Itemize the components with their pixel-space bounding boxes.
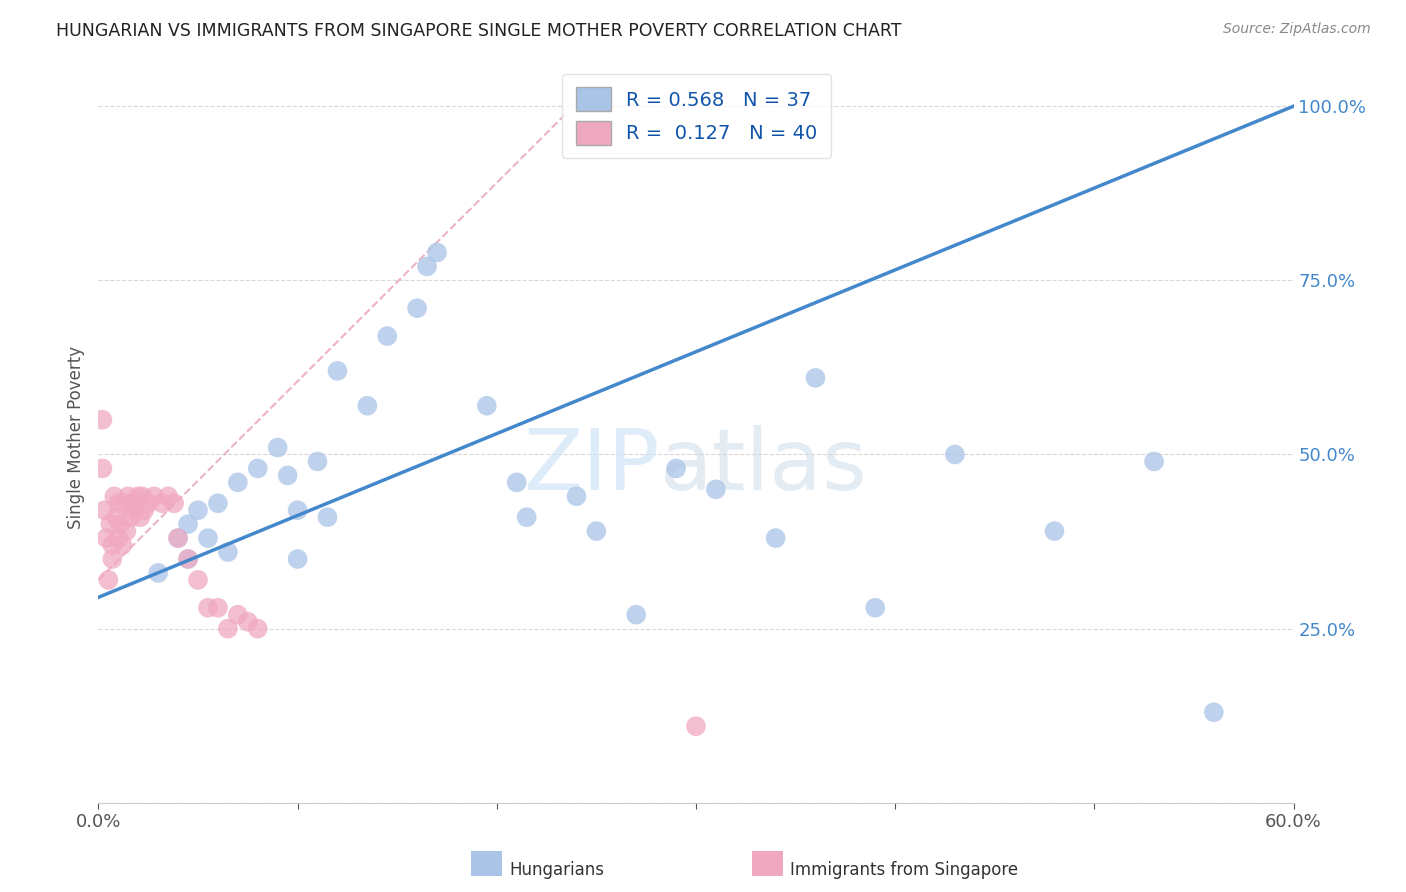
Point <box>97 573 120 587</box>
Point <box>1143 454 1166 468</box>
Point <box>1202 705 1225 719</box>
Point <box>177 517 200 532</box>
Point <box>107 531 129 545</box>
Point <box>277 468 299 483</box>
Point <box>91 461 114 475</box>
Point <box>565 489 588 503</box>
Point <box>148 566 170 580</box>
Point <box>475 399 498 413</box>
Point <box>131 489 153 503</box>
Point <box>704 483 727 497</box>
Point <box>112 496 135 510</box>
Point <box>115 524 138 538</box>
Point <box>307 454 329 468</box>
Point <box>157 489 180 503</box>
Point <box>865 600 887 615</box>
Text: Immigrants from Singapore: Immigrants from Singapore <box>790 861 1018 879</box>
Point <box>134 503 156 517</box>
Point <box>187 573 209 587</box>
Point <box>105 510 128 524</box>
Point <box>685 719 707 733</box>
Point <box>197 600 219 615</box>
Point <box>226 475 249 490</box>
Point <box>136 496 159 510</box>
Point <box>287 503 309 517</box>
Y-axis label: Single Mother Poverty: Single Mother Poverty <box>66 345 84 529</box>
Point <box>110 517 132 532</box>
Point <box>96 531 118 545</box>
Point <box>326 364 349 378</box>
Point <box>207 496 229 510</box>
Point <box>217 622 239 636</box>
Point <box>316 510 339 524</box>
Point <box>117 489 139 503</box>
Point <box>91 412 114 426</box>
Point <box>167 531 190 545</box>
Point <box>287 552 309 566</box>
Point <box>1043 524 1066 538</box>
Point <box>163 496 186 510</box>
Point <box>356 399 378 413</box>
Point <box>101 552 124 566</box>
Point <box>665 461 688 475</box>
Point <box>197 531 219 545</box>
Point <box>416 260 439 274</box>
Text: Hungarians: Hungarians <box>509 861 605 879</box>
Point <box>187 503 209 517</box>
Point <box>246 461 269 475</box>
Point <box>129 510 152 524</box>
Point <box>124 496 146 510</box>
Point <box>626 607 648 622</box>
Point <box>121 496 143 510</box>
Point <box>217 545 239 559</box>
Point <box>177 552 200 566</box>
Point <box>120 510 142 524</box>
Point <box>426 245 449 260</box>
Legend: R = 0.568   N = 37, R =  0.127   N = 40: R = 0.568 N = 37, R = 0.127 N = 40 <box>562 74 831 158</box>
Point <box>765 531 787 545</box>
Text: atlas: atlas <box>661 425 868 508</box>
Point <box>246 622 269 636</box>
Point <box>226 607 249 622</box>
Point <box>111 538 134 552</box>
Point <box>167 531 190 545</box>
Point <box>375 329 398 343</box>
Point <box>406 301 429 316</box>
Point <box>267 441 290 455</box>
Point <box>943 448 966 462</box>
Point <box>101 538 124 552</box>
Point <box>107 496 129 510</box>
Point <box>585 524 607 538</box>
Point <box>207 600 229 615</box>
Point <box>127 489 149 503</box>
Point <box>143 489 166 503</box>
Point <box>506 475 529 490</box>
Point <box>236 615 259 629</box>
Point <box>93 503 115 517</box>
Text: ZIP: ZIP <box>523 425 661 508</box>
Point <box>516 510 538 524</box>
Point <box>124 503 146 517</box>
Point <box>150 496 173 510</box>
Point <box>103 489 125 503</box>
Point <box>177 552 200 566</box>
Text: Source: ZipAtlas.com: Source: ZipAtlas.com <box>1223 22 1371 37</box>
Text: HUNGARIAN VS IMMIGRANTS FROM SINGAPORE SINGLE MOTHER POVERTY CORRELATION CHART: HUNGARIAN VS IMMIGRANTS FROM SINGAPORE S… <box>56 22 901 40</box>
Point <box>98 517 122 532</box>
Point <box>804 371 827 385</box>
